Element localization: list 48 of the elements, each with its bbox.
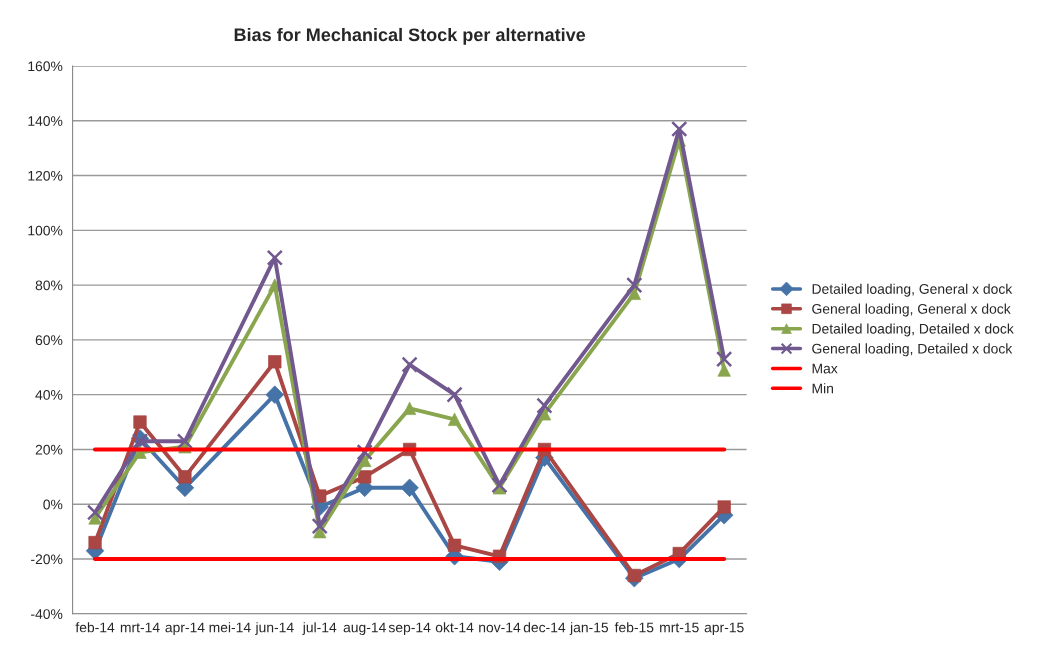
x-tick-label: feb-14 — [75, 622, 115, 633]
point — [311, 517, 328, 535]
point — [401, 356, 418, 373]
x-tick-label: jan-15 — [569, 622, 609, 636]
x-tick-label: apr-15 — [704, 622, 744, 636]
legend-label: Min — [812, 383, 833, 394]
x-tick-label: nov-14 — [479, 622, 521, 633]
y-tick-label: 140% — [28, 116, 63, 126]
y-tick-label: 120% — [28, 170, 63, 181]
point — [176, 433, 194, 450]
point — [266, 249, 283, 266]
point — [86, 504, 104, 521]
legend-label: Detailed loading, General x dock — [812, 283, 1013, 297]
y-tick-label: 0% — [43, 499, 63, 510]
x-tick-label: feb-15 — [614, 622, 654, 633]
y-tick-label: 60% — [35, 335, 63, 346]
y-tick-label: 40% — [35, 390, 63, 400]
x-tick-label: jul-14 — [302, 622, 337, 636]
x-tick-label: jun-14 — [255, 622, 294, 636]
x-tick-label: apr-14 — [165, 622, 205, 636]
x-tick-label: mrt-14 — [120, 622, 160, 633]
x-tick-label: aug-14 — [343, 622, 386, 636]
x-tick-label: okt-14 — [435, 622, 474, 633]
y-tick-label: 100% — [28, 225, 63, 236]
y-tick-label: 20% — [35, 444, 63, 455]
x-tick-label: sep-14 — [388, 622, 431, 636]
y-tick-label: 160% — [28, 61, 63, 72]
chart-title: Bias for Mechanical Stock per alternative — [234, 27, 586, 45]
y-tick-label: -40% — [31, 609, 63, 619]
point — [626, 276, 643, 294]
y-tick-label: -20% — [31, 554, 63, 565]
point — [715, 350, 733, 368]
legend-label: Max — [812, 363, 838, 374]
point — [491, 476, 508, 494]
point — [403, 401, 417, 415]
point — [447, 538, 462, 552]
y-tick-label: 80% — [35, 280, 63, 291]
x-tick-label: mrt-15 — [660, 622, 699, 633]
x-tick-label: dec-14 — [523, 622, 566, 633]
point — [131, 433, 149, 450]
point — [671, 120, 688, 138]
x-tick-label: mei-14 — [209, 622, 251, 633]
legend-label: General loading, General x dock — [812, 303, 1011, 317]
legend-label: General loading, Detailed x dock — [812, 343, 1013, 357]
legend-label: Detailed loading, Detailed x dock — [812, 323, 1014, 337]
point — [88, 535, 102, 550]
point — [446, 386, 463, 403]
point — [536, 397, 553, 414]
